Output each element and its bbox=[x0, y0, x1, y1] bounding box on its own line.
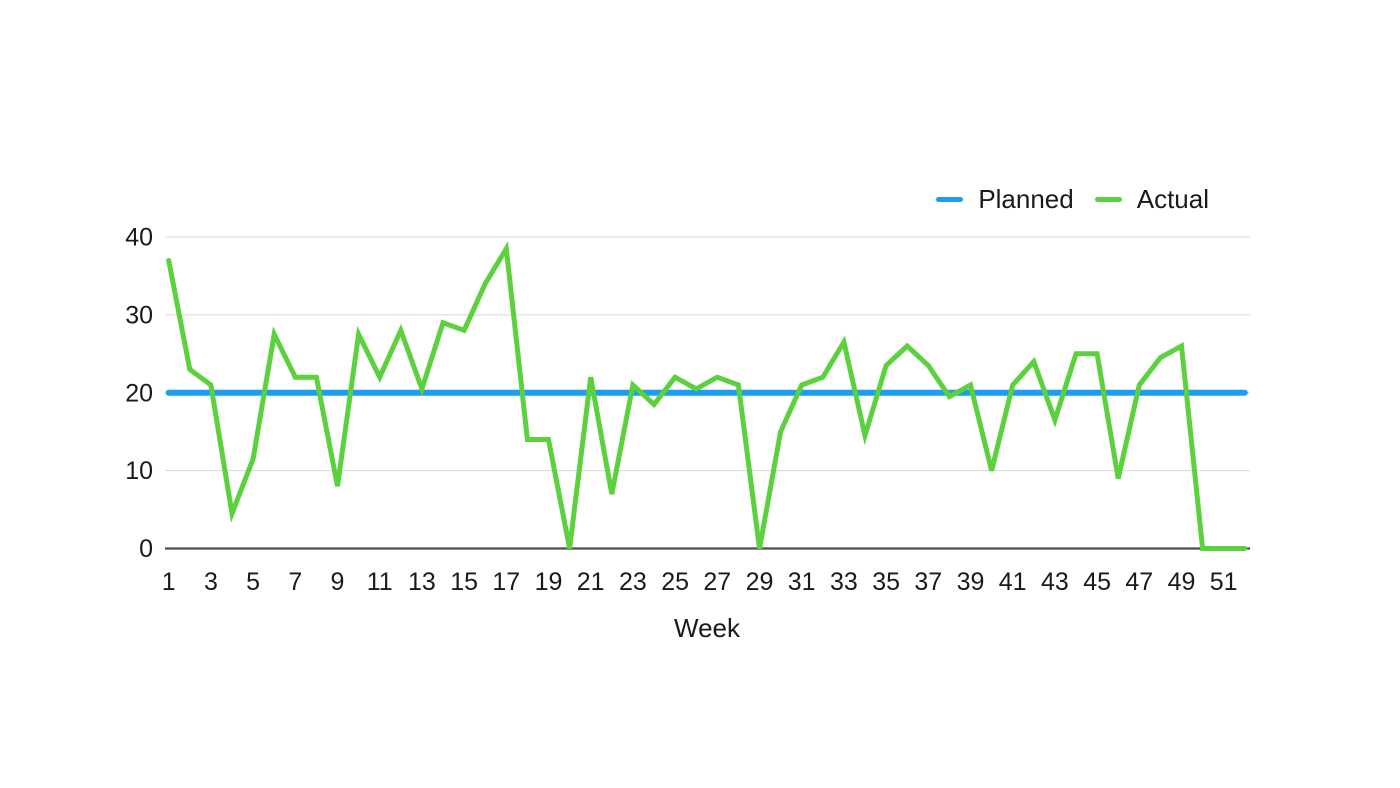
legend-item-planned: Planned bbox=[936, 184, 1074, 214]
y-tick-label: 30 bbox=[125, 301, 153, 329]
x-tick-label: 25 bbox=[661, 568, 689, 596]
x-tick-label: 9 bbox=[331, 568, 345, 596]
x-axis-title: Week bbox=[674, 613, 741, 643]
x-tick-label: 41 bbox=[999, 568, 1027, 596]
x-tick-label: 17 bbox=[492, 568, 520, 596]
legend-label-actual: Actual bbox=[1136, 184, 1209, 214]
legend-item-actual: Actual bbox=[1094, 184, 1209, 214]
x-tick-label: 47 bbox=[1125, 568, 1153, 596]
actual-line bbox=[166, 241, 1248, 551]
x-tick-label: 13 bbox=[408, 568, 436, 596]
x-tick-label: 37 bbox=[914, 568, 942, 596]
y-tick-label: 40 bbox=[125, 224, 153, 252]
x-tick-label: 33 bbox=[830, 568, 858, 596]
actual-line-swatch bbox=[1094, 196, 1122, 202]
x-tick-label: 11 bbox=[367, 568, 393, 596]
legend-label-planned: Planned bbox=[978, 184, 1074, 214]
legend: Planned Actual bbox=[936, 186, 1209, 212]
x-tick-label: 27 bbox=[703, 568, 731, 596]
series-lines bbox=[165, 241, 1248, 551]
x-tick-label: 29 bbox=[746, 568, 774, 596]
y-tick-label: 10 bbox=[125, 457, 153, 485]
planned-line-swatch bbox=[936, 196, 964, 202]
x-tick-label: 5 bbox=[246, 568, 260, 596]
x-tick-label: 15 bbox=[450, 568, 478, 596]
y-tick-label: 20 bbox=[125, 379, 153, 407]
x-tick-label: 23 bbox=[619, 568, 647, 596]
x-tick-label: 51 bbox=[1210, 568, 1238, 596]
x-tick-label: 7 bbox=[288, 568, 302, 596]
x-tick-label: 45 bbox=[1083, 568, 1111, 596]
x-tick-label: 35 bbox=[872, 568, 900, 596]
x-tick-label: 21 bbox=[577, 568, 605, 596]
x-tick-label: 3 bbox=[204, 568, 218, 596]
x-tick-label: 1 bbox=[162, 568, 176, 596]
x-tick-label: 31 bbox=[788, 568, 816, 596]
x-tick-label: 43 bbox=[1041, 568, 1069, 596]
x-tick-label: 39 bbox=[957, 568, 985, 596]
y-tick-label: 0 bbox=[139, 535, 153, 563]
x-tick-label: 19 bbox=[535, 568, 563, 596]
x-tick-label: 49 bbox=[1168, 568, 1196, 596]
